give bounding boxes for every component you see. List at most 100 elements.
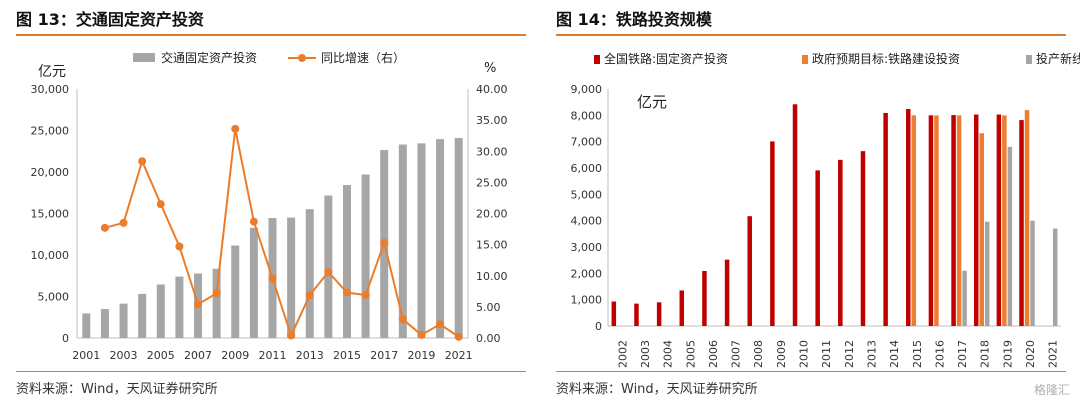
right-y-tick-label: 20.00	[476, 208, 508, 221]
railway-investment-bar	[792, 104, 798, 326]
x-tick-label: 2021	[445, 349, 473, 362]
figure-14-top-rule	[556, 34, 1066, 36]
right-y-tick-label: 35.00	[476, 114, 508, 127]
x-tick-label: 2021	[1047, 340, 1060, 368]
legend-label: 政府预期目标:铁路建设投资	[812, 51, 960, 66]
left-y-tick-label: 0	[62, 332, 69, 345]
railway-investment-bar	[996, 114, 1002, 326]
right-y-tick-label: 40.00	[476, 83, 508, 96]
railway-investment-bar	[815, 170, 820, 326]
growth-rate-point	[268, 274, 277, 283]
growth-rate-point	[231, 124, 240, 133]
x-tick-label: 2017	[956, 340, 969, 368]
x-tick-label: 2020	[1024, 340, 1037, 368]
target-investment-bar	[1002, 115, 1007, 326]
y-tick-label: 8,000	[571, 109, 603, 122]
railway-investment-bar	[906, 109, 911, 326]
railway-investment-bar	[656, 302, 662, 326]
y-tick-label: 3,000	[571, 241, 603, 254]
investment-bar	[156, 284, 165, 338]
right-axis-unit: %	[484, 61, 496, 76]
x-tick-label: 2002	[616, 340, 629, 368]
new-line-km-bar	[1030, 220, 1035, 326]
legend-label: 投产新线（公里）	[1036, 51, 1080, 66]
x-tick-label: 2017	[370, 349, 398, 362]
legend-swatch	[802, 55, 808, 64]
figure-14-panel: 图 14：铁路投资规模 亿元 0 1,000 2,000 3,000 4,000 5,000…	[540, 0, 1080, 404]
y-tick-label: 0	[595, 320, 602, 333]
figure-14-title: 图 14：铁路投资规模	[556, 10, 712, 29]
railway-investment-bar	[770, 141, 775, 326]
growth-rate-point	[138, 157, 147, 166]
left-y-tick-label: 5,000	[38, 291, 70, 304]
investment-bar	[82, 313, 91, 338]
investment-bar	[361, 174, 370, 338]
left-axis-unit: 亿元	[637, 93, 667, 111]
unit-label-bg	[606, 88, 658, 114]
legend-swatch	[594, 55, 600, 64]
watermark-logo: 格隆汇	[1033, 383, 1070, 397]
railway-investment-bar	[611, 301, 617, 326]
growth-rate-point	[454, 332, 463, 341]
new-line-km-bar	[962, 270, 967, 326]
investment-bar	[138, 293, 147, 338]
investment-bar	[417, 143, 426, 338]
railway-investment-bar	[860, 151, 866, 326]
growth-rate-point	[175, 242, 184, 251]
growth-rate-point	[156, 200, 165, 209]
growth-rate-point	[249, 217, 258, 226]
x-tick-label: 2018	[979, 340, 992, 368]
x-tick-label: 2009	[221, 349, 249, 362]
x-tick-label: 2012	[843, 340, 856, 368]
left-y-tick-label: 20,000	[31, 166, 70, 179]
legend-bar-swatch	[133, 53, 155, 62]
x-tick-label: 2015	[333, 349, 361, 362]
new-line-km-bar	[1052, 228, 1058, 326]
left-y-tick-label: 25,000	[31, 125, 70, 138]
growth-rate-point	[380, 238, 389, 247]
x-tick-label: 2015	[911, 340, 924, 368]
investment-bar	[454, 138, 463, 338]
figure-14-bottom-rule	[556, 371, 1066, 372]
x-tick-label: 2003	[639, 340, 652, 368]
growth-rate-point	[119, 218, 128, 227]
x-tick-label: 2016	[933, 340, 946, 368]
right-y-tick-label: 25.00	[476, 176, 508, 189]
target-investment-bar	[911, 115, 917, 326]
growth-rate-point	[398, 315, 407, 324]
figure-13-source: 资料来源：Wind，天风证券研究所	[16, 382, 218, 397]
figure-13-bottom-rule	[16, 371, 526, 372]
growth-rate-point	[100, 223, 109, 232]
left-y-tick-label: 30,000	[31, 83, 70, 96]
figure-13-panel: 图 13：交通固定资产投资 亿元% 0 5,000 10,000 15,000 20,00…	[16, 10, 526, 397]
x-tick-label: 2004	[662, 340, 675, 368]
x-tick-label: 2003	[110, 349, 138, 362]
x-tick-label: 2005	[684, 340, 697, 368]
y-tick-label: 4,000	[571, 215, 603, 228]
x-tick-label: 2014	[888, 340, 901, 368]
railway-investment-bar	[883, 112, 888, 326]
x-tick-label: 2009	[775, 340, 788, 368]
legend-bar-label: 交通固定资产投资	[161, 50, 257, 65]
x-tick-label: 2010	[798, 340, 811, 368]
growth-rate-point	[305, 291, 314, 300]
investment-bar	[324, 195, 333, 338]
growth-rate-point	[436, 320, 445, 329]
target-investment-bar	[979, 133, 984, 326]
target-investment-bar	[1024, 110, 1030, 326]
x-tick-label: 2007	[184, 349, 212, 362]
y-tick-label: 6,000	[571, 162, 603, 175]
investment-bar	[175, 276, 184, 338]
x-tick-label: 2001	[72, 349, 100, 362]
investment-bar	[436, 139, 445, 338]
investment-bar	[342, 185, 351, 338]
railway-investment-bar	[702, 270, 707, 326]
right-y-tick-label: 15.00	[476, 239, 508, 252]
target-investment-bar	[934, 115, 939, 326]
y-tick-label: 9,000	[571, 83, 603, 96]
left-y-tick-label: 15,000	[31, 208, 70, 221]
right-y-tick-label: 5.00	[476, 301, 501, 314]
y-tick-label: 7,000	[571, 136, 603, 149]
figure-14-source: 资料来源：Wind，天风证券研究所	[556, 382, 758, 397]
growth-rate-point	[361, 291, 370, 300]
